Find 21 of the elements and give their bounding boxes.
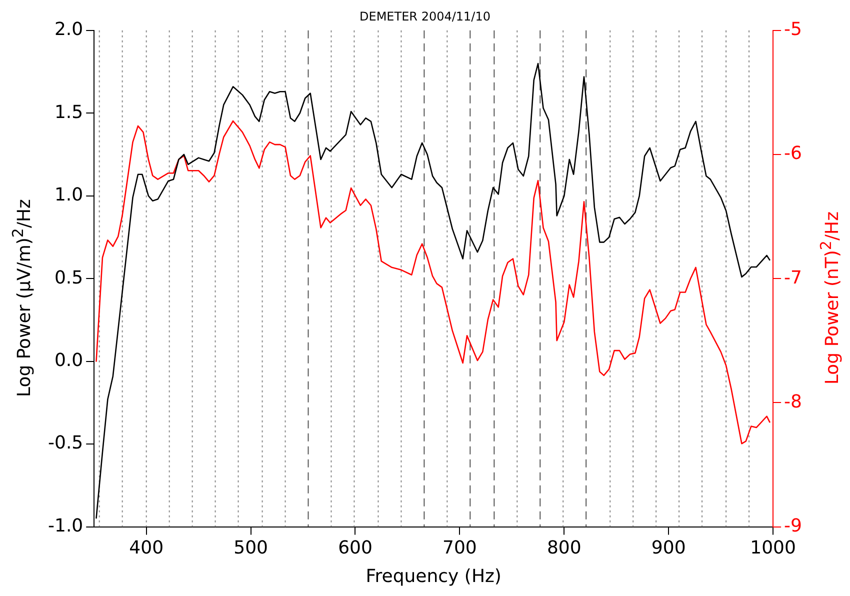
y2-tick-label: -7: [784, 267, 802, 288]
x-tick-label: 700: [442, 537, 477, 558]
y-tick-label: -1.0: [48, 515, 84, 536]
x-tick-label: 600: [338, 537, 372, 558]
y-tick-label: 0.5: [54, 267, 84, 288]
x-tick-label: 800: [546, 537, 582, 558]
x-tick-label: 1000: [750, 537, 796, 558]
y2-tick-label: -5: [784, 19, 802, 40]
y-tick-label: -0.5: [48, 432, 84, 454]
y2-tick-label: -6: [784, 143, 802, 164]
y2-tick-label: -9: [784, 515, 802, 536]
chart-title: DEMETER 2004/11/10: [360, 9, 490, 24]
x-tick-label: 900: [651, 537, 686, 558]
y-tick-label: 2.0: [54, 19, 84, 40]
y2-tick-label: -8: [784, 391, 802, 412]
y-tick-label: 1.0: [54, 184, 84, 206]
y-tick-label: 0.0: [54, 350, 84, 372]
y-tick-label: 1.5: [54, 102, 84, 123]
x-tick-label: 400: [129, 537, 164, 558]
x-tick-label: 500: [234, 537, 268, 558]
x-axis-title: Frequency (Hz): [366, 566, 502, 587]
